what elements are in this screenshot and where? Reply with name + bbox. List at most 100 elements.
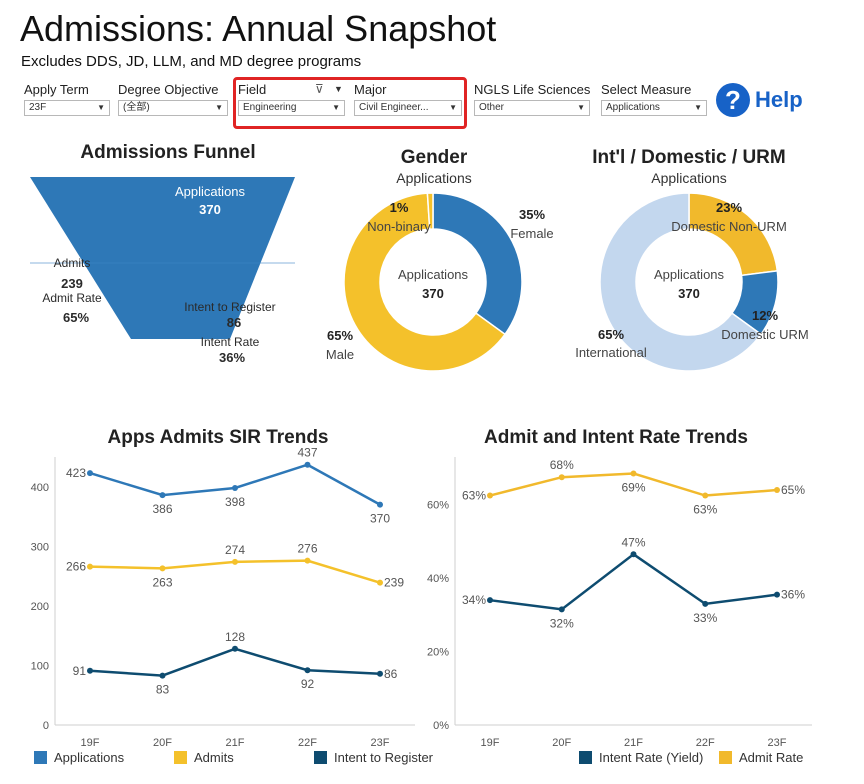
intl-center-value: 370 (678, 286, 700, 301)
funnel-intent-rate-value: 36% (219, 350, 245, 365)
page-subtitle: Excludes DDS, JD, LLM, and MD degree pro… (21, 53, 362, 70)
rate-x-tick-label: 23F (768, 737, 787, 749)
intl-center-label: Applications (654, 267, 725, 282)
apps-point-applications[interactable] (377, 501, 383, 508)
apps-point-applications[interactable] (304, 461, 311, 468)
degree-objective-dropdown[interactable]: (全部) ▼ (118, 100, 228, 116)
chevron-down-icon: ▼ (97, 103, 105, 112)
funnel-admit-rate-label: Admit Rate (42, 291, 102, 305)
apps-data-label: 263 (152, 575, 172, 589)
help-link[interactable]: Help (755, 87, 803, 112)
ngls-dropdown[interactable]: Other ▼ (474, 100, 590, 116)
apps-y-tick-label: 100 (31, 660, 49, 672)
chevron-down-icon: ▼ (694, 103, 702, 112)
apps-point-applications[interactable] (232, 484, 238, 491)
dropdown-value: Civil Engineer... (359, 102, 429, 113)
funnel-stage-value-admits: 239 (61, 276, 83, 291)
gender-subtitle: Applications (396, 170, 472, 186)
apps-data-label: 423 (66, 466, 86, 480)
apps-data-label: 86 (384, 667, 398, 681)
apps-data-label: 370 (370, 512, 390, 526)
rate-data-label: 65% (781, 483, 805, 497)
select-measure-dropdown[interactable]: Applications ▼ (601, 100, 707, 116)
filter-label: Apply Term (24, 82, 89, 97)
apps-point-applications[interactable] (87, 470, 93, 477)
apps-y-tick-label: 400 (31, 482, 49, 494)
rate-line-intent-rate-yield-[interactable] (489, 552, 778, 611)
intl-subtitle: Applications (651, 170, 727, 186)
apps-point-intent-to-register[interactable] (87, 667, 93, 674)
legend-intent-to-register[interactable]: Intent to Register (314, 750, 433, 765)
question-circle-icon[interactable]: ? (716, 83, 750, 117)
rate-point-admit-rate[interactable] (558, 474, 565, 481)
funnel-stage-name-admits: Admits (54, 256, 91, 270)
legend-swatch (314, 751, 327, 764)
filter-label: Select Measure (601, 82, 692, 97)
funnel-intent-rate-label: Intent Rate (201, 335, 260, 349)
gender-title: Gender (400, 147, 468, 168)
rate-point-intent-rate-yield-[interactable] (487, 597, 493, 604)
rate-point-intent-rate-yield-[interactable] (702, 600, 709, 607)
intl-label-nonurm-pct: 23% (716, 200, 742, 215)
rate-x-tick-label: 19F (481, 737, 500, 749)
rate-data-label: 47% (621, 535, 645, 549)
apps-x-tick-label: 20F (153, 737, 172, 749)
legend-admits[interactable]: Admits (174, 750, 234, 765)
apps-point-applications[interactable] (159, 492, 166, 499)
rate-data-label: 69% (621, 481, 645, 495)
dropdown-value: 23F (29, 102, 47, 113)
legend-swatch (34, 751, 47, 764)
filter-clear-icon[interactable]: ⊽ (315, 82, 324, 96)
rate-point-intent-rate-yield-[interactable] (630, 551, 637, 558)
intl-label-international: International (575, 345, 647, 360)
funnel-title: Admissions Funnel (80, 142, 256, 163)
legend-applications[interactable]: Applications (34, 750, 124, 765)
apply-term-dropdown[interactable]: 23F ▼ (24, 100, 110, 116)
intl-title: Int'l / Domestic / URM (592, 147, 786, 168)
legend-swatch (719, 751, 732, 764)
gender-slice-non-binary[interactable] (426, 192, 434, 230)
intl-label-international-pct: 65% (598, 327, 624, 342)
page-title: Admissions: Annual Snapshot (20, 8, 497, 49)
rate-data-label: 36% (781, 588, 805, 602)
rate-point-admit-rate[interactable] (702, 492, 709, 499)
gender-slice-female[interactable] (432, 192, 523, 336)
apps-point-intent-to-register[interactable] (159, 672, 166, 679)
rate-point-intent-rate-yield-[interactable] (774, 591, 780, 598)
funnel-stage-name-applications: Applications (175, 184, 246, 199)
chevron-down-icon[interactable]: ▼ (334, 84, 343, 94)
rate-point-admit-rate[interactable] (630, 470, 637, 477)
funnel-shape[interactable] (30, 177, 295, 339)
apps-y-tick-label: 200 (31, 601, 49, 613)
apps-point-admits[interactable] (232, 558, 238, 565)
intl-slice-international[interactable] (599, 192, 763, 372)
filter-label: NGLS Life Sciences (474, 82, 591, 97)
apps-point-admits[interactable] (304, 557, 311, 564)
rate-point-intent-rate-yield-[interactable] (558, 606, 565, 613)
filter-degree-objective: Degree Objective (全部) ▼ (118, 82, 228, 120)
chevron-down-icon: ▼ (332, 103, 340, 112)
legend-label: Applications (54, 750, 125, 765)
apps-point-intent-to-register[interactable] (232, 645, 238, 652)
apps-point-admits[interactable] (159, 565, 166, 572)
rate-x-tick-label: 21F (624, 737, 643, 749)
gender-label-female: Female (510, 226, 553, 241)
gender-slice-male[interactable] (343, 192, 507, 372)
filter-select-measure: Select Measure Applications ▼ (601, 82, 707, 120)
rate-point-admit-rate[interactable] (487, 492, 493, 499)
legend-admit-rate[interactable]: Admit Rate (719, 750, 803, 765)
rate-point-admit-rate[interactable] (774, 487, 780, 494)
major-dropdown[interactable]: Civil Engineer... ▼ (354, 100, 462, 116)
legend-intent-rate[interactable]: Intent Rate (Yield) (579, 750, 703, 765)
apps-data-label: 386 (152, 502, 172, 516)
apps-point-intent-to-register[interactable] (377, 670, 383, 677)
apps-point-admits[interactable] (87, 563, 93, 570)
filter-label: Field (238, 82, 267, 97)
apps-point-intent-to-register[interactable] (304, 667, 311, 674)
apps-data-label: 92 (301, 677, 315, 691)
apps-data-label: 239 (384, 576, 404, 590)
apps-point-admits[interactable] (377, 579, 383, 586)
field-dropdown[interactable]: Engineering ▼ (238, 100, 345, 116)
apps-data-label: 91 (73, 664, 87, 678)
